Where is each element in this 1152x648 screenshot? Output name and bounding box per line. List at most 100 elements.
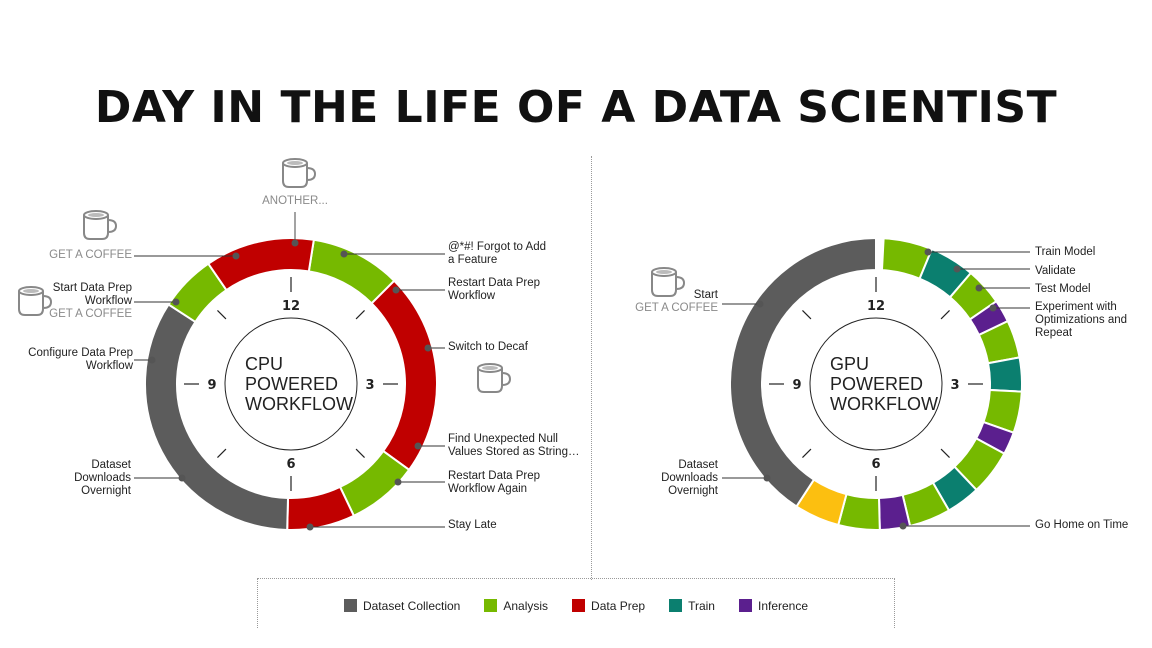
page-title: DAY IN THE LIFE OF A DATA SCIENTIST [94, 82, 1058, 133]
cpu-callout-7-dot [178, 474, 186, 482]
coffee-cup-icon [282, 158, 317, 188]
coffee-cups [18, 158, 686, 393]
gpu-tick-minor [802, 448, 812, 458]
coffee-cup-icon [651, 267, 686, 297]
cpu-center-circle [224, 317, 358, 451]
cpu-hour-label: 12 [282, 299, 300, 314]
cpu-callout-8-dot [148, 356, 156, 364]
cpu-hour-label: 6 [286, 457, 295, 472]
gpu-tick-minor [802, 310, 812, 320]
legend-swatch [738, 599, 752, 612]
gpu-segment-train [986, 356, 1023, 393]
gpu-callout-3-text: Test Model [1035, 283, 1091, 295]
cpu-segment-prep [206, 237, 315, 292]
cpu-callout-2-text: Workflow [448, 290, 496, 302]
legend-swatch [343, 599, 357, 612]
gpu-callout-6-text: Dataset [678, 459, 718, 471]
cpu-hour-label: 9 [207, 378, 216, 393]
legend-swatch [669, 599, 683, 612]
gpu-tick-minor [940, 448, 950, 458]
cpu-callout-11-note: ANOTHER... [262, 195, 328, 207]
gpu-callout-1-dot [924, 248, 932, 256]
cpu-callout-9-note: GET A COFFEE [49, 308, 132, 320]
cpu-callout-10-note: GET A COFFEE [49, 249, 132, 261]
gpu-callout-5-dot [899, 522, 907, 530]
legend-item-prep: Data Prep [572, 599, 645, 613]
cpu-callout-9-dot [172, 298, 180, 306]
cpu-callout-6-text: Stay Late [448, 519, 497, 531]
gpu-tick-minor [940, 310, 950, 320]
cpu-callout-1-text: a Feature [448, 254, 497, 266]
gpu-callout-7-text: Start [694, 289, 719, 301]
legend-item-train: Train [669, 599, 715, 613]
gpu-callout-1-text: Train Model [1035, 246, 1095, 258]
cpu-callout-10-dot [232, 252, 240, 260]
cpu-callout-7-text: Downloads [74, 472, 131, 484]
cpu-center-text: POWERED [245, 374, 338, 394]
cpu-callout-1-text: @*#! Forgot to Add [448, 241, 546, 253]
cpu-callout-3-text: Switch to Decaf [448, 341, 529, 353]
legend-label: Train [688, 598, 715, 613]
cpu-segment-prep [286, 485, 356, 531]
legend-item-analysis: Analysis [484, 599, 548, 613]
gpu-callout-4-text: Repeat [1035, 327, 1073, 339]
legend-item-inference: Inference [738, 598, 809, 613]
gpu-callout-4-text: Optimizations and [1035, 314, 1127, 326]
cpu-segment-prep [370, 279, 438, 472]
gpu-callout-7-note: GET A COFFEE [635, 302, 718, 314]
cpu-callout-5-dot [394, 478, 402, 486]
legend-label: Dataset Collection [362, 598, 461, 613]
cpu-tick-minor [217, 448, 227, 458]
gpu-callout-2-text: Validate [1035, 265, 1076, 277]
cpu-callout-5-text: Workflow Again [448, 483, 527, 495]
gpu-callout-5-text: Go Home on Time [1035, 519, 1128, 531]
gpu-center-text: WORKFLOW [830, 394, 938, 414]
cpu-callout-9-text: Start Data Prep [53, 282, 132, 294]
legend-swatch [572, 599, 586, 612]
gpu-hour-label: 3 [950, 378, 959, 393]
cpu-callout-3-dot [424, 344, 432, 352]
gpu-callout-4-dot [989, 304, 997, 312]
legend-label: Inference [757, 598, 809, 613]
center-divider [591, 156, 592, 580]
gpu-callout-6-text: Downloads [661, 472, 718, 484]
cpu-callout-8-text: Workflow [86, 360, 134, 372]
gpu-callout-2-dot [953, 265, 961, 273]
gpu-center-text: POWERED [830, 374, 923, 394]
gpu-segment-collection [729, 236, 877, 508]
cpu-center-text: CPU [245, 354, 283, 374]
cpu-callout-4-text: Values Stored as String… [448, 446, 579, 458]
gpu-callout-3-dot [975, 284, 983, 292]
legend: Dataset Collection Analysis Data Prep Train… [257, 578, 895, 628]
cpu-callout-11-dot [291, 239, 299, 247]
gpu-center-circle [809, 317, 943, 451]
cpu-callout-8-text: Configure Data Prep [28, 347, 133, 359]
gpu-callout-4-text: Experiment with [1035, 301, 1117, 313]
cpu-tick-minor [355, 448, 365, 458]
cpu-callout-9-text: Workflow [85, 295, 133, 307]
cpu-callout-7-text: Overnight [81, 485, 132, 497]
gpu-hour-label: 12 [867, 299, 885, 314]
cpu-callout-2-dot [392, 286, 400, 294]
cpu-hour-label: 3 [365, 378, 374, 393]
cpu-callout-4-dot [414, 442, 422, 450]
cpu-callout-5-text: Restart Data Prep [448, 470, 540, 482]
coffee-cup-icon [477, 363, 512, 393]
legend-label: Analysis [503, 598, 549, 613]
gpu-callout-6-dot [763, 474, 771, 482]
gpu-center-text: GPU [830, 354, 869, 374]
gpu-callout-6-text: Overnight [668, 485, 719, 497]
legend-swatch [484, 599, 498, 612]
legend-label: Data Prep [591, 598, 646, 613]
cpu-callout-4-text: Find Unexpected Null [448, 433, 558, 445]
coffee-cup-icon [18, 286, 53, 316]
cpu-callout-1-dot [340, 250, 348, 258]
coffee-cup-icon [83, 210, 118, 240]
gpu-callout-7-dot [756, 300, 764, 308]
cpu-callout-7-text: Dataset [91, 459, 131, 471]
cpu-tick-minor [217, 310, 227, 320]
